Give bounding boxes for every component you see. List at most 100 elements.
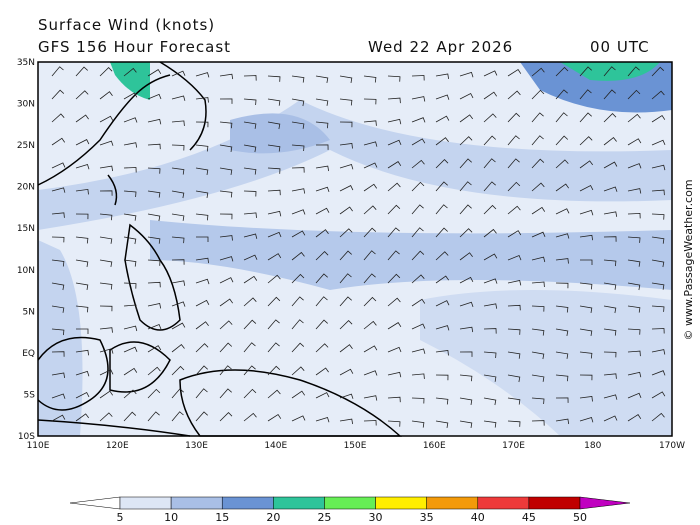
wind-barb [123,367,138,376]
wind-barb [651,114,666,123]
lat-label: 25N [17,141,35,151]
wind-barb [171,213,185,221]
wind-barb [339,143,353,149]
wind-barb [507,328,521,335]
wind-barb [579,89,592,100]
wind-barb [483,374,497,382]
wind-barb [339,418,353,425]
wind-barb [555,183,570,192]
wind-barb [435,227,448,238]
wind-barb [651,164,666,171]
wind-barb [315,343,329,353]
wind-barb [267,296,281,307]
wind-barb [531,158,545,169]
lat-label: 20N [17,183,35,193]
wind-barb [531,351,545,360]
wind-barb [147,190,161,198]
wind-barb [291,98,305,107]
wind-barb [363,120,377,126]
lat-label: 15N [17,224,35,234]
wind-barb [243,167,257,175]
wind-barb [99,412,113,422]
wind-barb [243,254,258,261]
wind-barb [195,97,209,103]
wind-barb [75,282,89,290]
wind-barb [267,98,281,106]
wind-barb [195,343,209,353]
wind-band [38,240,83,436]
wind-barb [171,120,185,126]
wind-barb [603,282,617,290]
wind-barb [603,351,617,358]
wind-barb [627,113,641,123]
wind-barb [483,158,496,169]
wind-barb [51,89,65,100]
wind-barb [435,251,449,261]
wind-barb [579,112,592,123]
wind-barb [651,236,665,244]
wind-barb [555,258,569,264]
wind-barb [483,135,497,146]
wind-barb [435,275,450,284]
colorbar-label: 30 [369,511,383,524]
wind-barb [411,227,424,238]
wind-barb [507,230,522,238]
wind-barb [459,326,474,333]
wind-barb [75,213,89,220]
wind-barb [411,159,425,169]
wind-barb [531,281,545,288]
wind-barb [123,411,137,422]
wind-barb [339,228,353,238]
lon-label: 180 [584,441,601,451]
wind-barb [435,350,449,356]
wind-barb [123,236,137,245]
wind-barb [147,259,161,266]
wind-barb [435,73,449,79]
wind-barb [291,144,305,152]
wind-barb [315,207,330,215]
wind-barb [603,66,616,77]
wind-barb [387,250,400,261]
wind-barb [411,373,425,379]
wind-barb [411,298,426,307]
wind-barb [555,282,569,289]
wind-barb [387,75,401,82]
wind-barb [507,112,521,123]
wind-barb [243,121,257,129]
wind-barb [171,70,186,77]
wind-barb [291,230,306,238]
wind-barb [507,68,522,77]
wind-barb [531,374,545,382]
wind-barb [627,66,640,77]
wind-barb [531,256,546,263]
map-frame [37,61,673,437]
wind-barb [627,259,641,267]
wind-barb [315,186,330,193]
wind-barb [651,328,665,334]
wind-barb [267,144,281,152]
colorbar-label: 20 [266,511,280,524]
wind-barb [51,351,65,357]
wind-barb [123,389,137,399]
wind-barb [531,420,545,426]
wind-barb [555,305,569,313]
wind-barb [123,282,137,289]
wind-barb [531,305,545,312]
wind-barb [387,139,402,146]
wind-barb [387,161,402,169]
wind-barb [123,325,138,332]
wind-barb [387,97,401,104]
lon-label: 150E [344,441,367,451]
wind-barb [579,160,594,169]
wind-barb [579,66,592,77]
wind-barb [555,351,569,359]
wind-barb [531,182,545,192]
wind-barb [147,411,160,422]
wind-barb [195,144,209,152]
wind-barb [171,259,185,265]
lon-label: 170E [502,441,525,451]
wind-barb [459,181,472,192]
wind-barb [459,158,472,169]
wind-barb [507,351,521,359]
